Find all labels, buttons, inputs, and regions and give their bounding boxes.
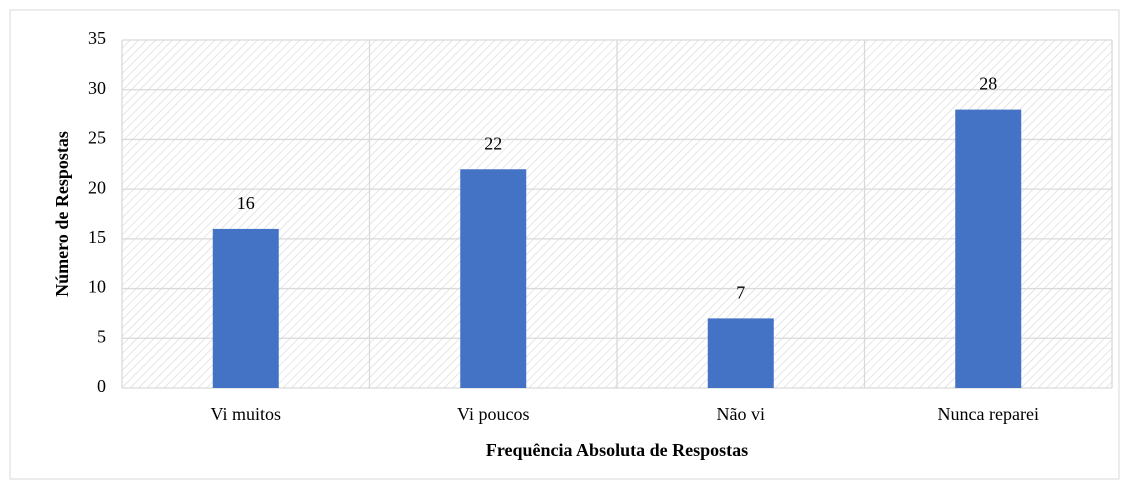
x-tick-label: Vi muitos [211, 404, 281, 424]
data-label: 16 [237, 193, 255, 213]
bar [460, 169, 527, 388]
y-tick-label: 25 [88, 128, 106, 148]
bar [212, 228, 279, 388]
data-label: 28 [979, 74, 997, 94]
x-axis-title: Frequência Absoluta de Respostas [486, 440, 748, 460]
bar [707, 318, 774, 388]
y-tick-label: 10 [88, 277, 106, 297]
x-tick-label: Não vi [717, 404, 766, 424]
y-tick-label: 5 [97, 326, 106, 346]
y-tick-label: 20 [88, 177, 106, 197]
data-label: 7 [736, 283, 745, 303]
y-axis-title: Número de Respostas [52, 131, 72, 297]
y-tick-label: 30 [88, 78, 106, 98]
y-tick-label: 0 [97, 376, 106, 396]
x-tick-label: Nunca reparei [938, 404, 1039, 424]
y-tick-label: 35 [88, 28, 106, 48]
bar [955, 109, 1022, 388]
data-label: 22 [484, 133, 502, 153]
x-tick-label: Vi poucos [457, 404, 529, 424]
y-tick-label: 15 [88, 227, 106, 247]
